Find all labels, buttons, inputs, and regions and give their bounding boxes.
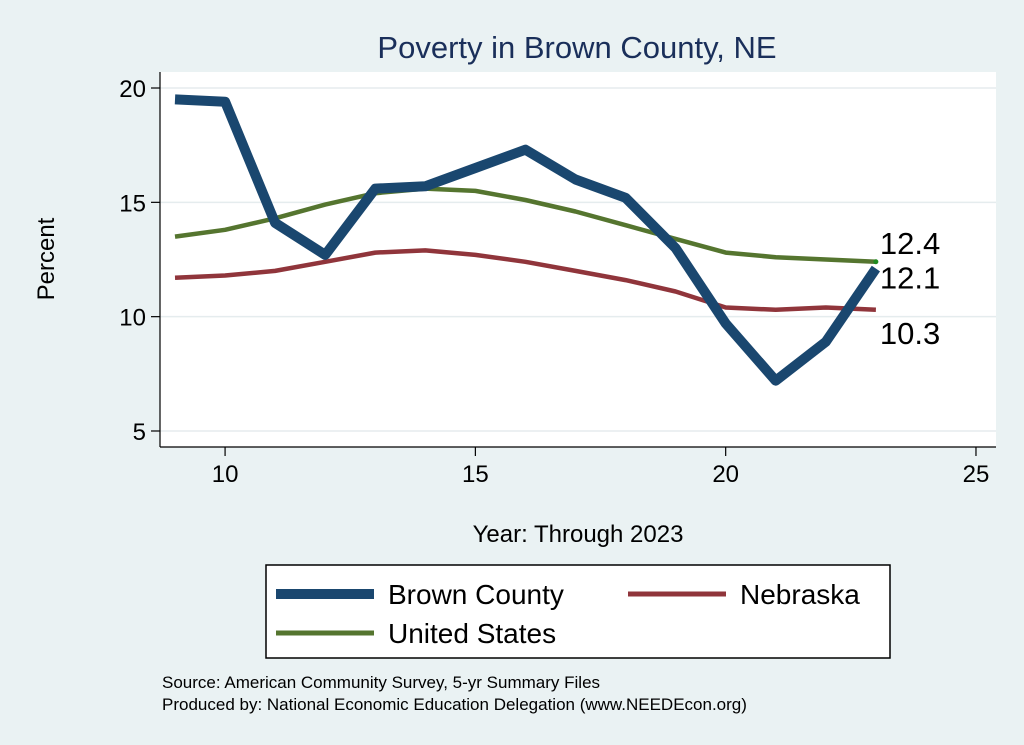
x-tick-label: 20 bbox=[712, 461, 739, 488]
y-tick-label: 20 bbox=[119, 76, 146, 103]
y-tick-label: 15 bbox=[119, 190, 146, 217]
y-tick-label: 5 bbox=[133, 419, 146, 446]
legend-label-nebraska: Nebraska bbox=[740, 579, 860, 610]
producer-note: Produced by: National Economic Education… bbox=[162, 695, 747, 714]
end-label-nebraska: 10.3 bbox=[880, 316, 940, 351]
y-axis: 5 10 15 20 bbox=[119, 72, 161, 447]
end-point-marker bbox=[873, 259, 879, 265]
x-tick-label: 10 bbox=[212, 461, 239, 488]
series-line-united-states bbox=[174, 186, 877, 265]
x-axis: 10 15 20 25 bbox=[160, 446, 996, 488]
y-tick-label: 10 bbox=[119, 305, 146, 332]
end-label-united-states: 12.4 bbox=[880, 226, 940, 261]
x-tick-label: 15 bbox=[462, 461, 489, 488]
y-axis-label: Percent bbox=[33, 217, 60, 300]
legend-label-united-states: United States bbox=[388, 618, 556, 649]
x-tick-label: 25 bbox=[963, 461, 990, 488]
legend-label-brown-county: Brown County bbox=[388, 579, 564, 610]
chart-title: Poverty in Brown County, NE bbox=[377, 30, 776, 65]
end-labels: 12.1 10.3 12.4 bbox=[873, 226, 940, 351]
series-line-brown-county bbox=[174, 94, 881, 386]
series-line-nebraska bbox=[174, 248, 877, 313]
legend-box bbox=[265, 564, 891, 659]
x-axis-label: Year: Through 2023 bbox=[473, 521, 684, 548]
grid-lines bbox=[160, 87, 996, 432]
series-lines bbox=[174, 94, 881, 386]
end-label-brown-county: 12.1 bbox=[880, 261, 940, 296]
source-note: Source: American Community Survey, 5-yr … bbox=[162, 673, 600, 692]
legend: Brown County Nebraska United States bbox=[265, 564, 891, 659]
